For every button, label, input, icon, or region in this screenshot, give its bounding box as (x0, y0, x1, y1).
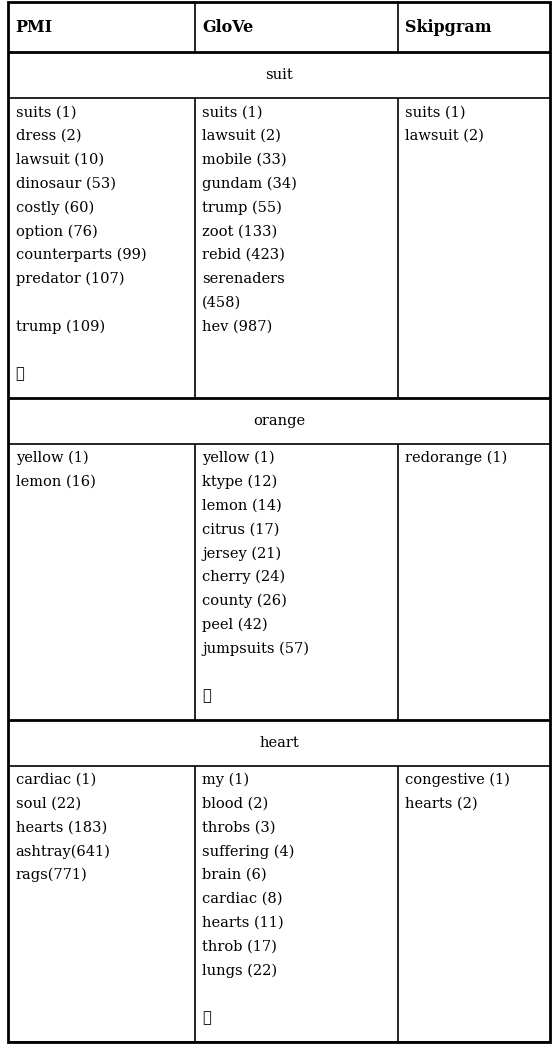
Text: throbs (3): throbs (3) (203, 821, 276, 834)
Text: citrus (17): citrus (17) (203, 522, 280, 537)
Text: heart: heart (259, 736, 299, 750)
Text: (458): (458) (203, 295, 242, 310)
Text: suit: suit (265, 68, 293, 82)
Text: Skipgram: Skipgram (405, 19, 492, 35)
Text: jersey (21): jersey (21) (203, 546, 281, 561)
Text: ashtray(641): ashtray(641) (16, 845, 110, 858)
Text: lungs (22): lungs (22) (203, 964, 277, 977)
Text: suits (1): suits (1) (405, 105, 466, 119)
Text: county (26): county (26) (203, 594, 287, 608)
Text: predator (107): predator (107) (16, 271, 124, 286)
Text: suits (1): suits (1) (203, 105, 263, 119)
Text: counterparts (99): counterparts (99) (16, 248, 146, 262)
Text: orange: orange (253, 413, 305, 428)
Text: GloVe: GloVe (203, 19, 253, 35)
Text: cardiac (1): cardiac (1) (16, 773, 96, 787)
Text: lawsuit (2): lawsuit (2) (405, 129, 484, 143)
Text: zoot (133): zoot (133) (203, 224, 278, 238)
Text: hearts (2): hearts (2) (405, 797, 478, 810)
Text: hev (987): hev (987) (203, 319, 273, 333)
Text: costly (60): costly (60) (16, 200, 94, 215)
Text: ⋮: ⋮ (203, 689, 211, 703)
Text: cherry (24): cherry (24) (203, 570, 286, 585)
Text: hearts (183): hearts (183) (16, 821, 107, 834)
Text: redorange (1): redorange (1) (405, 451, 508, 466)
Text: dress (2): dress (2) (16, 129, 81, 143)
Text: ⋮: ⋮ (203, 1011, 211, 1025)
Text: lemon (14): lemon (14) (203, 499, 282, 513)
Text: lemon (16): lemon (16) (16, 475, 95, 489)
Text: ktype (12): ktype (12) (203, 475, 278, 490)
Text: suffering (4): suffering (4) (203, 845, 295, 858)
Text: gundam (34): gundam (34) (203, 176, 297, 191)
Text: my (1): my (1) (203, 773, 249, 787)
Text: yellow (1): yellow (1) (16, 451, 88, 466)
Text: trump (109): trump (109) (16, 319, 105, 334)
Text: yellow (1): yellow (1) (203, 451, 275, 466)
Text: ⋮: ⋮ (16, 367, 25, 381)
Text: rebid (423): rebid (423) (203, 248, 285, 262)
Text: rags(771): rags(771) (16, 868, 88, 882)
Text: mobile (33): mobile (33) (203, 152, 287, 167)
Text: PMI: PMI (16, 19, 53, 35)
Text: trump (55): trump (55) (203, 200, 282, 215)
Text: option (76): option (76) (16, 224, 98, 239)
Text: blood (2): blood (2) (203, 797, 268, 810)
Text: brain (6): brain (6) (203, 868, 267, 882)
Text: cardiac (8): cardiac (8) (203, 892, 283, 906)
Text: congestive (1): congestive (1) (405, 773, 510, 787)
Text: dinosaur (53): dinosaur (53) (16, 176, 116, 191)
Text: peel (42): peel (42) (203, 617, 268, 632)
Text: throb (17): throb (17) (203, 940, 277, 953)
Text: soul (22): soul (22) (16, 797, 81, 810)
Text: lawsuit (2): lawsuit (2) (203, 129, 281, 143)
Text: hearts (11): hearts (11) (203, 916, 284, 929)
Text: lawsuit (10): lawsuit (10) (16, 152, 104, 167)
Text: jumpsuits (57): jumpsuits (57) (203, 641, 309, 656)
Text: serenaders: serenaders (203, 271, 285, 286)
Text: suits (1): suits (1) (16, 105, 76, 119)
